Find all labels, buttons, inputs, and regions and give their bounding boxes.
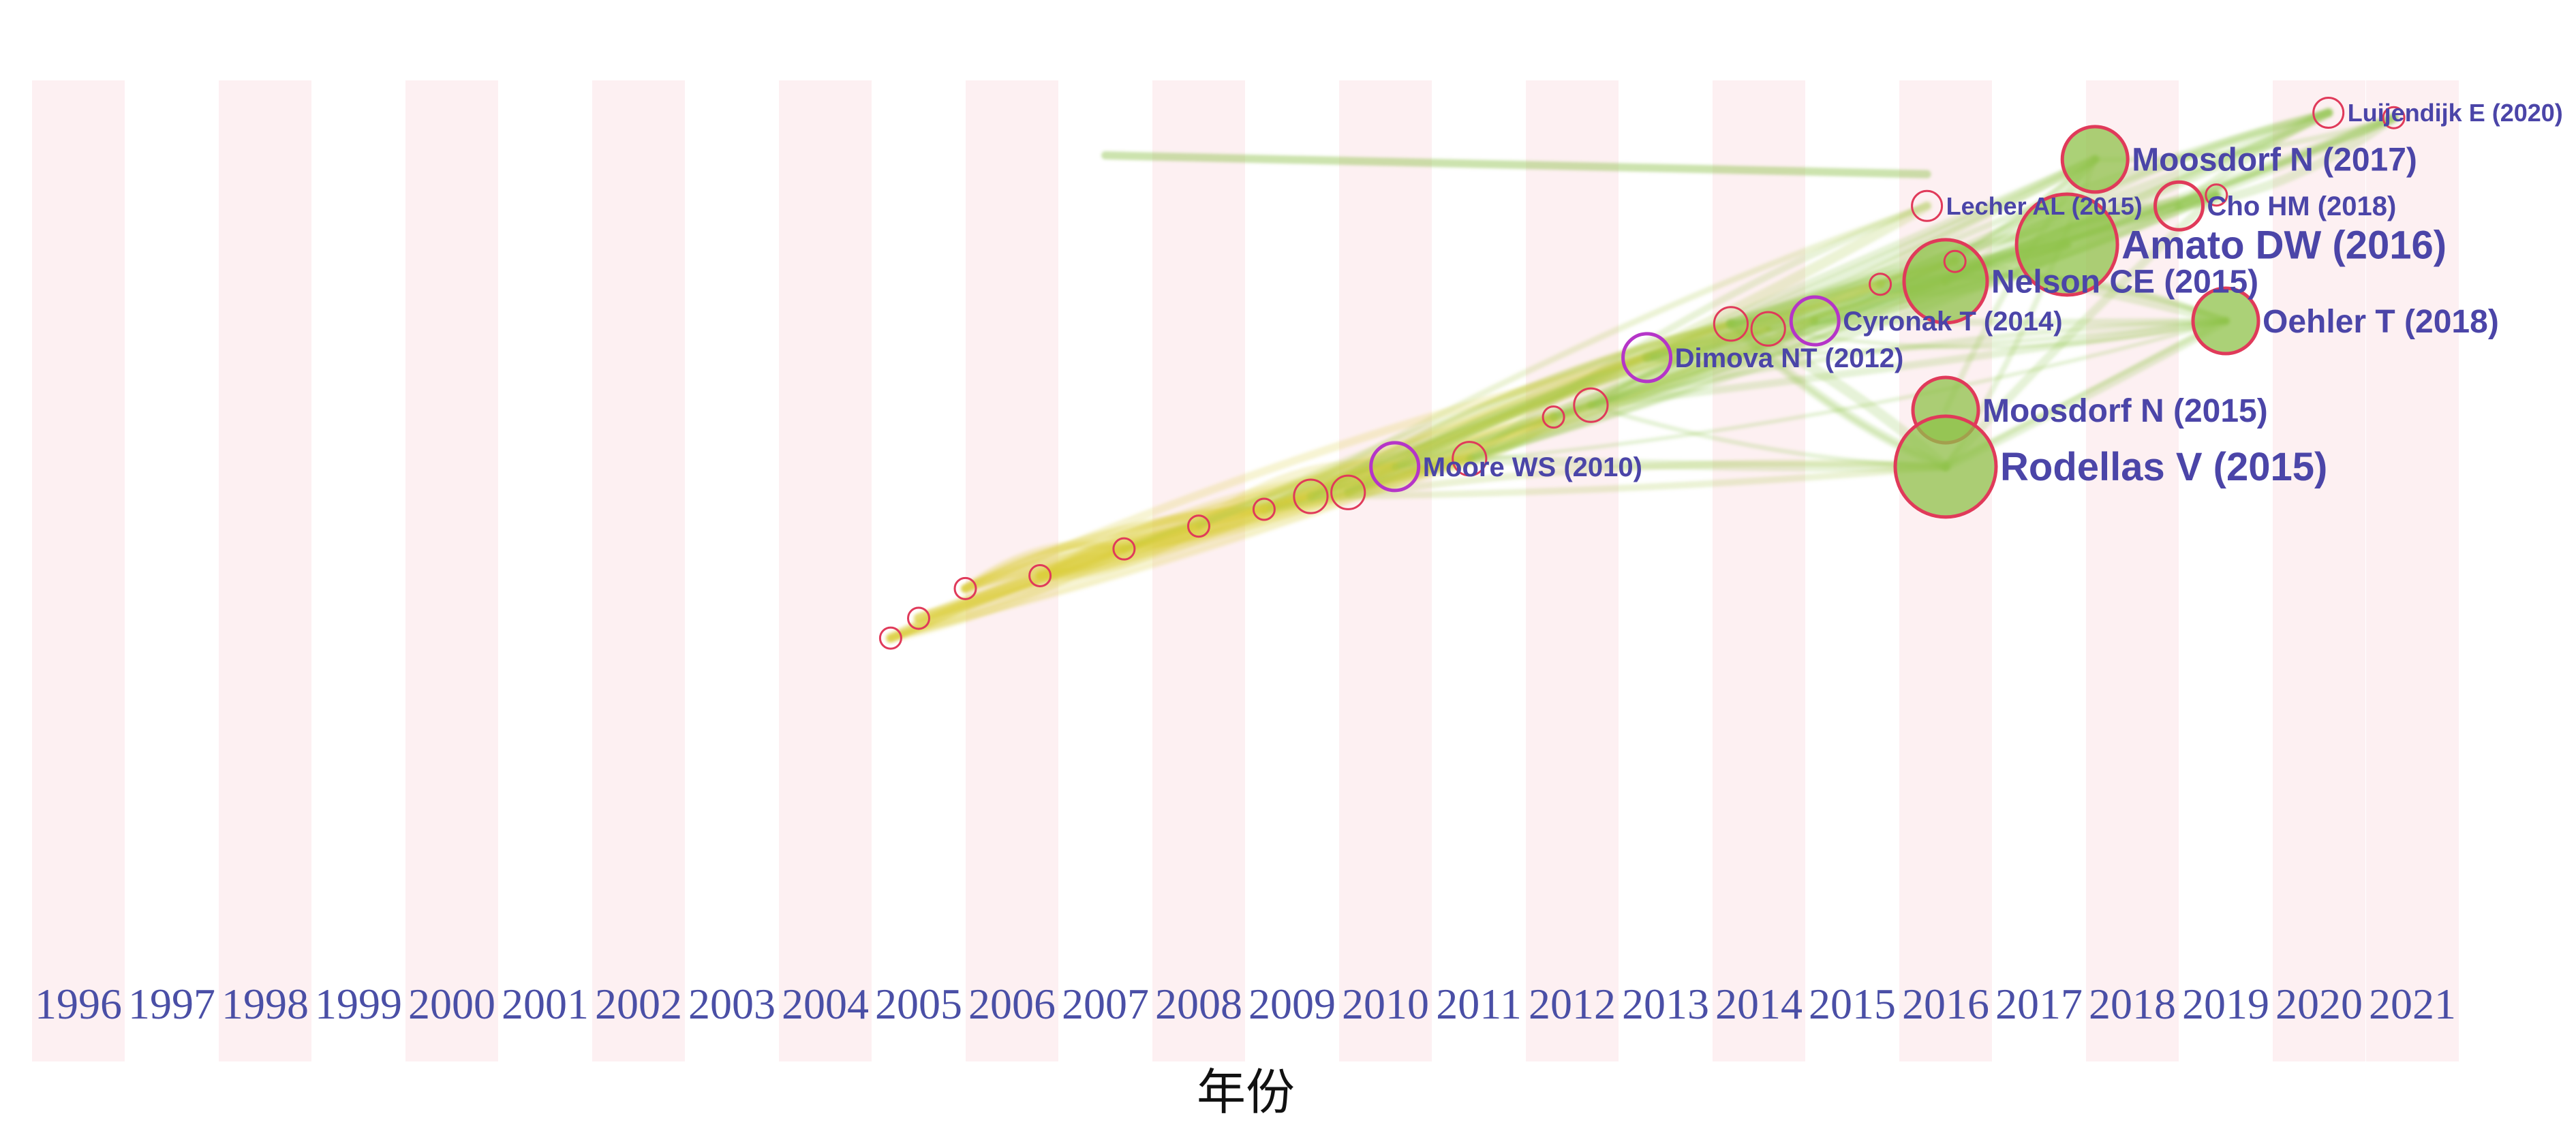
x-tick-2021: 2021 <box>2369 980 2456 1028</box>
x-tick-2015: 2015 <box>1809 980 1896 1028</box>
node-point <box>1452 441 1488 477</box>
citation-link <box>1305 279 1886 502</box>
node-point <box>907 606 930 630</box>
x-tick-2009: 2009 <box>1248 980 1336 1028</box>
node-point <box>1943 249 1967 273</box>
node-point <box>2205 183 2228 207</box>
x-tick-1996: 1996 <box>35 980 122 1028</box>
node-fill <box>2017 193 2118 295</box>
node-label: Cyronak T (2014) <box>1843 307 2062 337</box>
x-tick-2010: 2010 <box>1342 980 1429 1028</box>
node-label: Dimova NT (2012) <box>1675 343 1904 373</box>
node-point <box>953 576 977 600</box>
year-band-2008 <box>1152 80 1245 1061</box>
year-band-1996 <box>32 80 125 1061</box>
node-label: Cho HM (2018) <box>2207 191 2397 221</box>
x-tick-2020: 2020 <box>2275 980 2363 1028</box>
node-point <box>1750 311 1786 347</box>
x-tick-2001: 2001 <box>502 980 589 1028</box>
citation-link <box>1307 463 1949 500</box>
year-band-1998 <box>219 80 311 1061</box>
x-tick-1999: 1999 <box>315 980 402 1028</box>
x-tick-2014: 2014 <box>1715 980 1803 1028</box>
node-point <box>1187 514 1210 538</box>
citation-nodes <box>878 96 2406 650</box>
x-axis-ticks: 1996 1997 1998 1999 2000 2001 2002 2003 2004 2005… <box>35 980 2456 1028</box>
node-fill <box>1895 416 1996 517</box>
year-band-2004 <box>779 80 872 1061</box>
node-rodellas-v-2015- <box>1893 414 1998 519</box>
citation-link <box>1034 521 1204 581</box>
x-tick-2012: 2012 <box>1529 980 1616 1028</box>
x-tick-2006: 2006 <box>968 980 1056 1028</box>
node-label: Lecher AL (2015) <box>1946 192 2143 220</box>
node-dimova-nt-2012- <box>1621 332 1673 384</box>
node-point <box>1293 478 1329 514</box>
node-labels: Luijendijk E (2020) Moosdorf N (2017) Lech… <box>1423 99 2563 489</box>
x-tick-2005: 2005 <box>875 980 962 1028</box>
node-point <box>1542 405 1565 429</box>
x-tick-2011: 2011 <box>1436 980 1522 1028</box>
year-band-2014 <box>1713 80 1805 1061</box>
node-fill <box>2062 126 2128 192</box>
node-point <box>1252 497 1276 521</box>
x-tick-2017: 2017 <box>1995 980 2083 1028</box>
node-luijendijk-e-2020- <box>2312 96 2345 129</box>
node-point <box>1573 387 1609 423</box>
year-band-2000 <box>405 80 498 1061</box>
node-moore-ws-2010- <box>1369 441 1421 493</box>
node-point <box>2382 106 2406 129</box>
node-point <box>1330 474 1366 510</box>
node-label: Nelson CE (2015) <box>1991 264 2258 300</box>
node-cho-hm-2018- <box>2153 180 2205 232</box>
citation-link <box>1941 108 2333 285</box>
node-label: Moosdorf N (2015) <box>1982 393 2268 429</box>
node-point <box>1713 306 1749 342</box>
citation-link <box>961 353 1651 593</box>
node-label: Luijendijk E (2020) <box>2348 99 2563 127</box>
node-fill <box>2193 288 2258 354</box>
year-bands <box>32 80 2459 1061</box>
node-label: Rodellas V (2015) <box>2000 445 2327 489</box>
year-band-2021 <box>2366 80 2459 1061</box>
citation-link <box>1101 151 1931 179</box>
node-label: Moosdorf N (2017) <box>2132 142 2417 179</box>
node-nelson-ce-2015- <box>1902 238 1989 325</box>
x-tick-2004: 2004 <box>782 980 869 1028</box>
node-point <box>1112 537 1136 561</box>
node-label: Moore WS (2010) <box>1423 452 1642 482</box>
node-point <box>878 626 902 650</box>
x-tick-2000: 2000 <box>408 980 495 1028</box>
year-band-2012 <box>1526 80 1619 1061</box>
year-band-2010 <box>1339 80 1432 1061</box>
node-moosdorf-n-2017- <box>2060 125 2130 194</box>
node-label: Oehler T (2018) <box>2263 304 2499 340</box>
node-lecher-al-2015- <box>1911 189 1944 222</box>
node-point <box>1028 563 1052 587</box>
x-tick-2018: 2018 <box>2089 980 2176 1028</box>
node-point <box>1869 273 1892 296</box>
x-tick-2007: 2007 <box>1062 980 1149 1028</box>
node-amato-dw-2016- <box>2014 192 2119 297</box>
x-tick-2008: 2008 <box>1155 980 1242 1028</box>
x-tick-2003: 2003 <box>688 980 776 1028</box>
x-axis-title: 年份 <box>1197 1064 1295 1121</box>
citation-link <box>1465 454 1951 472</box>
x-tick-1997: 1997 <box>128 980 215 1028</box>
x-tick-1998: 1998 <box>221 980 309 1028</box>
node-cyronak-t-2014- <box>1789 295 1841 347</box>
x-tick-2019: 2019 <box>2182 980 2269 1028</box>
year-band-2020 <box>2273 80 2365 1061</box>
x-tick-2013: 2013 <box>1622 980 1709 1028</box>
node-oehler-t-2018- <box>2191 286 2260 356</box>
node-label: Amato DW (2016) <box>2121 223 2447 267</box>
x-tick-2002: 2002 <box>595 980 682 1028</box>
citation-link <box>887 454 1473 642</box>
x-tick-2016: 2016 <box>1902 980 1989 1028</box>
year-band-2002 <box>592 80 685 1061</box>
